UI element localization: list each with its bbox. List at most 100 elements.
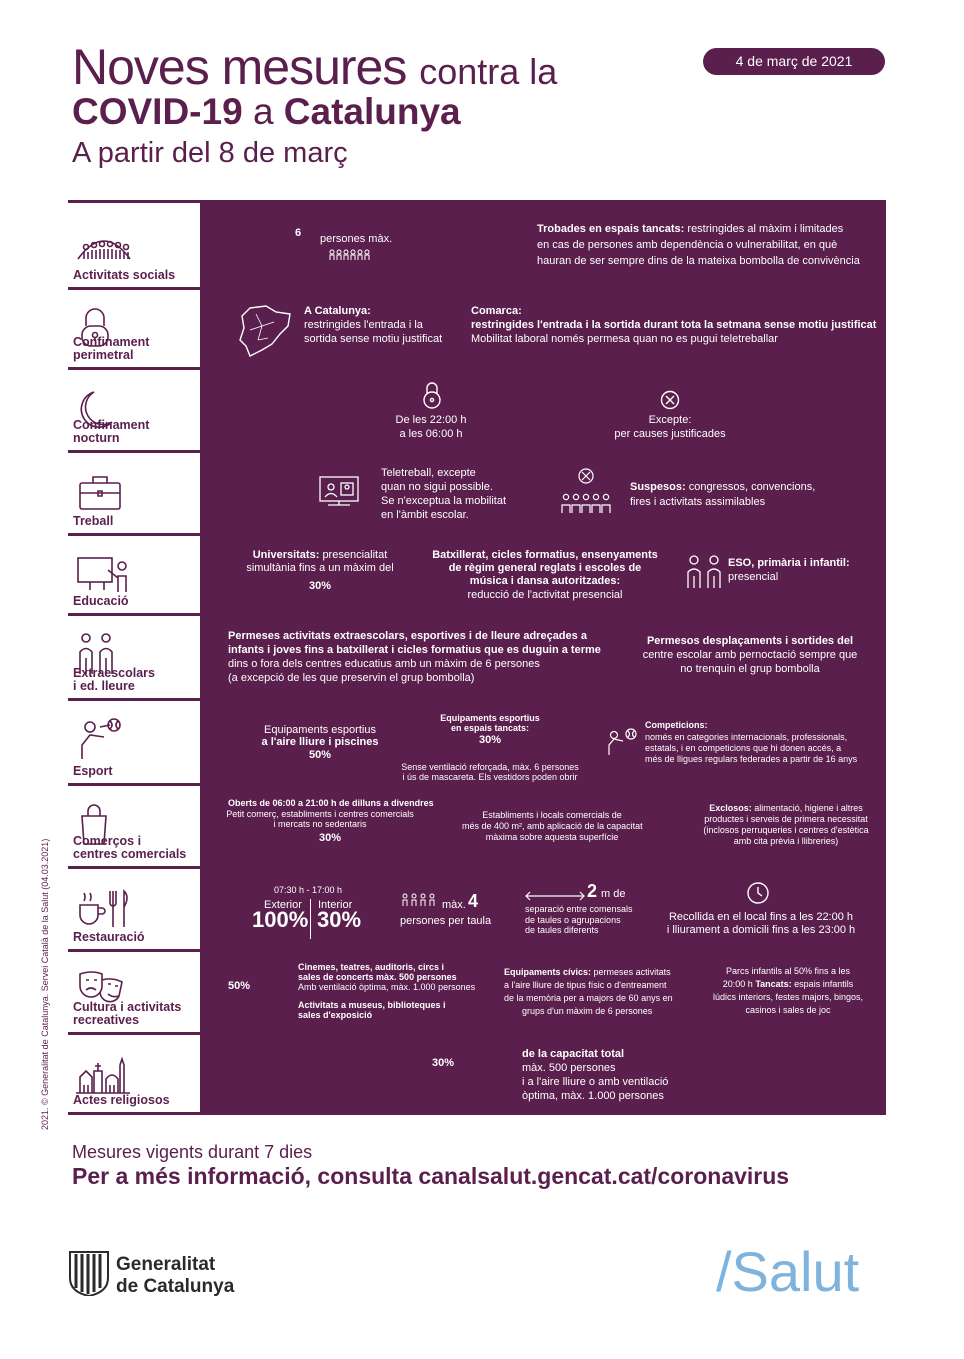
rest-dist-3: de taules diferents	[525, 925, 599, 935]
row-label-2: i ed. lleure	[73, 679, 135, 693]
teletreball-4: en l'àmbit escolar.	[381, 509, 469, 521]
civics-text-1: permeses activitats	[593, 967, 671, 977]
rest-pickup-1: Recollida en el local fins a les 22:00 h	[668, 911, 854, 923]
nocturn-except-1: Excepte:	[648, 414, 692, 426]
indoor-text-2: en espais tancats:	[450, 723, 530, 733]
row-label-2: perimetral	[73, 348, 134, 362]
row-label: Actes religiosos	[73, 1093, 170, 1107]
exclosos-text-2: productes i serveis de primera necessita…	[704, 814, 868, 824]
rest-max-label: màx.	[442, 899, 466, 911]
row-label-1: Confinament	[73, 418, 150, 432]
shopping-bag-icon	[81, 804, 107, 845]
est-text-1: Establiments i locals comercials de	[482, 810, 622, 820]
batx-text-3: música i dansa autoritzades:	[469, 575, 621, 587]
nocturn-time-2: a les 06:00 h	[399, 428, 463, 440]
row-label: Esport	[73, 764, 113, 778]
classroom-teacher-icon	[77, 557, 127, 592]
outdoor-pct: 50%	[308, 749, 332, 761]
indoor-text-4: i ús de mascareta. Els vestidors poden o…	[402, 772, 578, 782]
six-people-icon	[329, 249, 370, 260]
cross-circle-icon	[660, 390, 680, 410]
extra-text-4: (a excepció de les que preservin el grup…	[228, 672, 475, 684]
padlock-icon	[81, 308, 109, 347]
max-people-label: persones màx.	[320, 233, 393, 245]
briefcase-icon	[79, 476, 121, 510]
row-label-2: centres comercials	[73, 847, 187, 861]
cultura-text-2: sales de concerts màx. 500 persones	[298, 972, 457, 982]
row-restauracio: Restauració 07:30 h - 17:00 h Exterior I…	[68, 866, 886, 949]
more-info-prefix: Per a més informació, consulta	[72, 1163, 413, 1189]
desp-text-2: centre escolar amb pernoctació sempre qu…	[642, 649, 858, 661]
sport-ball-icon	[81, 718, 121, 759]
religiosos-text-1: de la capacitat total	[522, 1048, 625, 1060]
parks-text-3: lúdics interiors, festes majors, bingos,	[712, 992, 864, 1002]
religiosos-text-3: i a l'aire lliure o amb ventilació	[522, 1076, 669, 1088]
nocturn-time-1: De les 22:00 h	[395, 414, 467, 426]
suspesos-bold: Suspesos:	[630, 481, 686, 493]
batx-text-4: reducció de l'activitat presencial	[467, 589, 623, 601]
batx-text-2: de règim general reglats i escoles de	[448, 562, 642, 574]
row-label: Educació	[73, 594, 129, 608]
religiosos-text-2: màx. 500 persones	[522, 1062, 616, 1074]
religious-buildings-icon	[76, 1056, 130, 1094]
comarca-text-2: Mobilitat laboral només permesa quan no …	[471, 333, 778, 345]
theatre-masks-icon	[79, 971, 123, 1003]
rest-dist-2: de taules o agrupacions	[525, 915, 621, 925]
civics-bold: Equipaments cívics:	[504, 967, 592, 977]
exclosos-text-3: (inclosos perruqueries i centres d'estèt…	[703, 825, 869, 835]
rest-exterior-pct: 100%	[252, 907, 309, 932]
moon-icon	[80, 391, 113, 428]
trobades-text-3: hauran de ser sempre dins de la mateixa …	[537, 255, 860, 267]
date-badge: 4 de març de 2021	[703, 48, 885, 75]
rest-dist-num: 2	[587, 881, 598, 901]
padlock-icon	[423, 382, 441, 409]
measures-table: Activitats socials 6 persones màx. Troba…	[68, 200, 886, 1115]
more-info-link[interactable]: canalsalut.gencat.cat/coronavirus	[418, 1163, 790, 1189]
row-activitats-socials: Activitats socials 6 persones màx. Troba…	[68, 200, 886, 287]
universitats-text-2: simultània fins a un màxim del	[246, 562, 394, 574]
universitats-bold: Universitats:	[252, 549, 320, 561]
exclosos-bold: Exclosos:	[709, 803, 752, 813]
row-educacio: Educació Universitats: presencialitat si…	[68, 533, 886, 613]
four-people-icon	[402, 893, 435, 906]
row-label: Activitats socials	[73, 268, 176, 282]
rest-exterior-label: Exterior	[264, 899, 302, 911]
max-people-number: 6	[295, 227, 302, 239]
comp-text-1: només en categories internacionals, prof…	[645, 732, 848, 742]
row-confinament-perimetral: Confinament perimetral A Catalunya: restr…	[68, 287, 886, 367]
row-label-2: nocturn	[73, 431, 120, 445]
indoor-text-3: Sense ventilació reforçada, màx. 6 perso…	[401, 762, 579, 772]
row-label-1: Cultura i activitats	[73, 1000, 182, 1014]
cultura-text-3: Amb ventilació òptima, màx. 1.000 person…	[298, 982, 476, 992]
comarca-title: Comarca:	[471, 305, 522, 317]
nocturn-except-2: per causes justificades	[614, 428, 726, 440]
logo-text-1: Generalitat	[116, 1254, 216, 1275]
cultura-text-4: Activitats a museus, biblioteques i	[298, 1000, 446, 1010]
civics-text-4: grups d'un màxim de 6 persones	[522, 1006, 653, 1016]
parks-text-2c: espais infantils	[794, 979, 854, 989]
exclosos-text-1: alimentació, higiene i altres	[754, 803, 863, 813]
extra-text-2: infants i joves fins a batxillerat i cic…	[228, 644, 601, 656]
trobades-text-2: en cas de persones amb dependència o vul…	[537, 239, 838, 251]
more-info: Per a més informació, consulta canalsalu…	[72, 1163, 789, 1190]
kids-icon	[79, 633, 113, 674]
row-label-2: recreatives	[73, 1013, 140, 1027]
comerc-pct: 30%	[318, 832, 342, 844]
suspesos-text-2: fires i activitats assimilables	[630, 496, 766, 508]
catalonia-map-icon	[239, 305, 291, 357]
extra-text-3: dins o fora dels centres educatius amb u…	[228, 658, 540, 670]
batx-text-1: Batxillerat, cicles formatius, ensenyame…	[432, 549, 658, 561]
trobades-text-1: restringides al màxim i limitades	[687, 223, 844, 235]
people-group-icon	[77, 240, 131, 260]
video-call-icon	[319, 476, 359, 506]
row-treball: Treball Teletreball, excepte quan no sig…	[68, 450, 886, 533]
universitats-text-1: presencialitat	[322, 549, 388, 561]
catalunya-text-1: restringides l'entrada i la	[304, 319, 423, 331]
suspesos-text-1: congressos, convencions,	[688, 481, 816, 493]
comerc-open-3: i mercats no sedentaris	[273, 819, 367, 829]
validity-note: Mesures vigents durant 7 dies	[72, 1142, 313, 1162]
desp-text-3: no trenquin el grup bombolla	[680, 663, 820, 675]
rest-interior-pct: 30%	[317, 907, 362, 932]
religiosos-pct: 30%	[432, 1057, 455, 1069]
catalunya-title: A Catalunya:	[304, 305, 371, 317]
